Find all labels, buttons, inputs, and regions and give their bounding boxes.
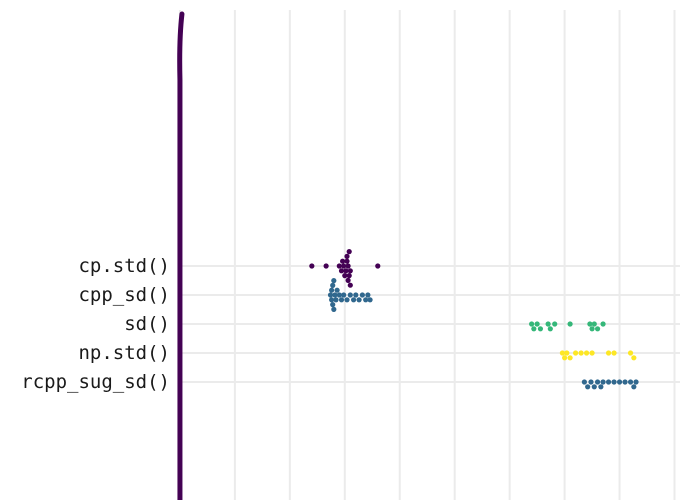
point-4-12 xyxy=(631,384,637,390)
point-2-2 xyxy=(534,321,540,327)
point-3-1 xyxy=(562,355,568,361)
point-1-20 xyxy=(365,292,371,298)
point-2-0 xyxy=(529,321,535,327)
point-2-10 xyxy=(591,321,597,327)
y-tick-label: cp.std() xyxy=(78,255,170,277)
point-3-3 xyxy=(567,355,573,361)
point-1-19 xyxy=(363,297,369,303)
y-tick-label: cpp_sd() xyxy=(78,284,170,306)
y-tick-labels: cp.std() cpp_sd() sd() np.std() rcpp_sug_sd(… xyxy=(21,255,170,393)
point-0-10 xyxy=(345,263,351,269)
y-tick-label: np.std() xyxy=(78,342,170,364)
point-2-12 xyxy=(600,321,606,327)
point-0-6 xyxy=(342,273,348,279)
point-4-2 xyxy=(588,379,594,385)
point-2-5 xyxy=(547,326,553,332)
y-tick-label: rcpp_sug_sd() xyxy=(21,371,170,393)
point-2-4 xyxy=(545,321,551,327)
point-2-9 xyxy=(589,326,595,332)
point-2-1 xyxy=(531,326,537,332)
point-0-3 xyxy=(338,268,345,274)
point-1-17 xyxy=(356,297,362,303)
point-2-8 xyxy=(587,321,593,327)
point-0-4 xyxy=(340,258,346,264)
point-3-8 xyxy=(605,350,612,356)
point-3-6 xyxy=(583,350,590,356)
point-1-10 xyxy=(336,292,342,298)
point-4-8 xyxy=(611,379,617,385)
point-1-11 xyxy=(338,297,345,303)
point-0-15 xyxy=(347,282,353,288)
point-1-4 xyxy=(330,282,336,288)
point-3-5 xyxy=(578,350,584,356)
point-1-12 xyxy=(341,292,347,298)
point-1-2 xyxy=(329,287,335,293)
point-3-0 xyxy=(559,350,566,356)
point-1-5 xyxy=(331,306,337,312)
point-4-0 xyxy=(581,379,587,385)
point-2-6 xyxy=(552,321,558,327)
point-1-16 xyxy=(353,292,359,298)
point-4-3 xyxy=(591,384,597,390)
point-0-9 xyxy=(344,253,350,259)
point-1-6 xyxy=(331,278,337,284)
point-0-12 xyxy=(346,273,352,279)
point-0-5 xyxy=(341,263,347,269)
point-3-11 xyxy=(631,355,637,361)
point-3-10 xyxy=(627,350,634,356)
purple-axis-line xyxy=(177,11,185,500)
point-0-14 xyxy=(347,268,353,274)
point-2-7 xyxy=(567,321,573,327)
point-4-11 xyxy=(627,379,634,385)
point-0-7 xyxy=(343,268,349,274)
point-1-21 xyxy=(367,297,373,303)
point-3-4 xyxy=(572,350,579,356)
point-1-7 xyxy=(332,292,338,298)
point-0-0 xyxy=(309,263,315,269)
point-1-9 xyxy=(334,287,340,293)
point-3-9 xyxy=(611,350,617,356)
point-4-4 xyxy=(594,379,601,385)
point-1-1 xyxy=(329,297,335,303)
point-0-13 xyxy=(346,249,352,255)
point-4-5 xyxy=(598,384,604,390)
point-2-3 xyxy=(537,326,544,332)
point-1-13 xyxy=(344,297,350,303)
point-3-7 xyxy=(589,350,595,356)
point-1-15 xyxy=(350,297,357,303)
point-3-2 xyxy=(564,350,570,356)
point-0-1 xyxy=(323,263,329,269)
point-0-8 xyxy=(344,258,350,264)
point-2-11 xyxy=(594,326,601,332)
point-0-11 xyxy=(345,277,351,283)
data-points xyxy=(309,249,639,390)
point-4-9 xyxy=(616,379,623,385)
grid-vertical-lines xyxy=(178,10,676,500)
point-4-10 xyxy=(622,379,628,385)
point-4-7 xyxy=(605,379,612,385)
point-4-6 xyxy=(600,379,606,385)
y-tick-label: sd() xyxy=(124,313,170,335)
point-1-18 xyxy=(359,292,365,298)
point-4-1 xyxy=(585,384,591,390)
point-1-0 xyxy=(327,292,334,298)
point-1-14 xyxy=(347,292,353,298)
point-1-3 xyxy=(330,302,336,308)
point-4-13 xyxy=(633,379,639,385)
point-1-8 xyxy=(333,297,339,303)
point-0-2 xyxy=(336,263,342,269)
point-0-16 xyxy=(375,263,381,269)
